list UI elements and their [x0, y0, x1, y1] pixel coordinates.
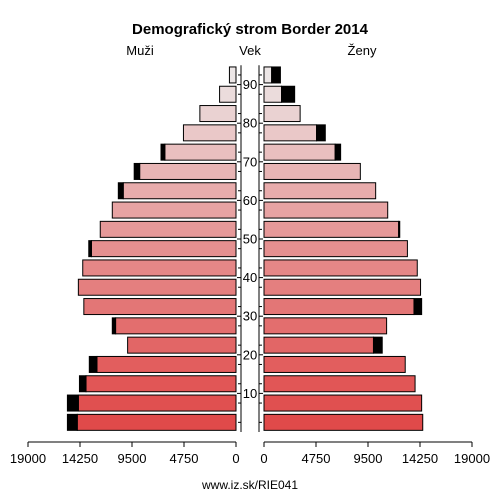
source-footer: www.iz.sk/RIE041 — [201, 478, 298, 492]
male-bar-60-64 — [122, 182, 237, 200]
x-tick-label-left: 0 — [232, 451, 239, 466]
female-bar-85-89 — [263, 85, 283, 103]
male-bar-90+ — [228, 66, 237, 84]
female-bar-60-64 — [263, 182, 377, 200]
female-bar-5-9 — [263, 394, 423, 412]
male-bar-5-9 — [77, 394, 237, 412]
male-bar-50-54 — [99, 220, 237, 238]
female-bar-35-39 — [263, 278, 422, 296]
age-tick-label-50: 50 — [243, 232, 257, 247]
male-excess-70-74 — [160, 143, 166, 161]
male-excess-60-64 — [117, 182, 124, 200]
x-tick-label-right: 14250 — [402, 451, 438, 466]
female-bar-75-79 — [263, 124, 318, 142]
male-excess-25-29 — [111, 317, 117, 335]
female-bar-20-24 — [263, 336, 374, 354]
female-excess-90+ — [271, 66, 281, 84]
male-bar-40-44 — [82, 259, 237, 277]
female-excess-20-24 — [372, 336, 383, 354]
age-tick-label-10: 10 — [243, 386, 257, 401]
age-tick-label-20: 20 — [243, 347, 257, 362]
axes-group: 10 20 30 40 50 60 70 80 90 19000 14250 9500 4750 0 0 47… — [10, 65, 490, 466]
female-bar-30-34 — [263, 298, 415, 316]
male-bar-65-69 — [139, 162, 237, 180]
male-bar-70-74 — [164, 143, 237, 161]
female-bar-25-29 — [263, 317, 388, 335]
male-bar-25-29 — [115, 317, 237, 335]
female-bar-40-44 — [263, 259, 418, 277]
x-tick-label-left: 19000 — [10, 451, 46, 466]
x-tick-label-right: 0 — [260, 451, 267, 466]
male-excess-10-14 — [78, 375, 87, 393]
age-tick-label-90: 90 — [243, 77, 257, 92]
male-excess-45-49 — [88, 240, 92, 258]
female-bar-80-84 — [263, 105, 301, 123]
female-bar-65-69 — [263, 162, 361, 180]
female-bar-90+ — [263, 66, 273, 84]
age-tick-label-70: 70 — [243, 154, 257, 169]
male-excess-65-69 — [133, 162, 141, 180]
female-excess-50-54 — [398, 220, 401, 238]
female-excess-75-79 — [316, 124, 326, 142]
age-tick-label-60: 60 — [243, 193, 257, 208]
male-bar-10-14 — [85, 375, 237, 393]
male-bar-80-84 — [199, 105, 237, 123]
x-tick-label-left: 9500 — [118, 451, 147, 466]
female-bar-55-59 — [263, 201, 389, 219]
male-bar-85-89 — [219, 85, 237, 103]
female-excess-30-34 — [413, 298, 423, 316]
male-bar-0-4 — [76, 413, 237, 431]
age-tick-label-40: 40 — [243, 270, 257, 285]
female-bar-10-14 — [263, 375, 416, 393]
males-label: Muži — [126, 43, 154, 58]
age-tick-label-80: 80 — [243, 116, 257, 131]
female-bar-0-4 — [263, 413, 424, 431]
bars-group — [66, 66, 424, 431]
male-bar-30-34 — [83, 298, 237, 316]
male-excess-5-9 — [66, 394, 79, 412]
female-bar-50-54 — [263, 220, 400, 238]
x-tick-label-left: 4750 — [170, 451, 199, 466]
female-excess-70-74 — [334, 143, 342, 161]
male-excess-0-4 — [66, 413, 78, 431]
female-bar-15-19 — [263, 355, 406, 373]
male-bar-75-79 — [182, 124, 237, 142]
male-bar-45-49 — [90, 240, 237, 258]
x-tick-label-right: 9500 — [354, 451, 383, 466]
x-tick-label-right: 4750 — [302, 451, 331, 466]
female-bar-45-49 — [263, 240, 408, 258]
female-excess-85-89 — [281, 85, 296, 103]
females-label: Ženy — [348, 43, 377, 58]
male-bar-20-24 — [127, 336, 237, 354]
age-axis-label: Vek — [239, 43, 261, 58]
male-bar-35-39 — [77, 278, 237, 296]
x-tick-label-right: 19000 — [454, 451, 490, 466]
female-bar-70-74 — [263, 143, 336, 161]
male-bar-15-19 — [96, 355, 237, 373]
chart-title: Demografický strom Border 2014 — [132, 21, 369, 38]
male-excess-15-19 — [88, 355, 98, 373]
x-tick-label-left: 14250 — [62, 451, 98, 466]
age-tick-label-30: 30 — [243, 309, 257, 324]
male-bar-55-59 — [111, 201, 237, 219]
